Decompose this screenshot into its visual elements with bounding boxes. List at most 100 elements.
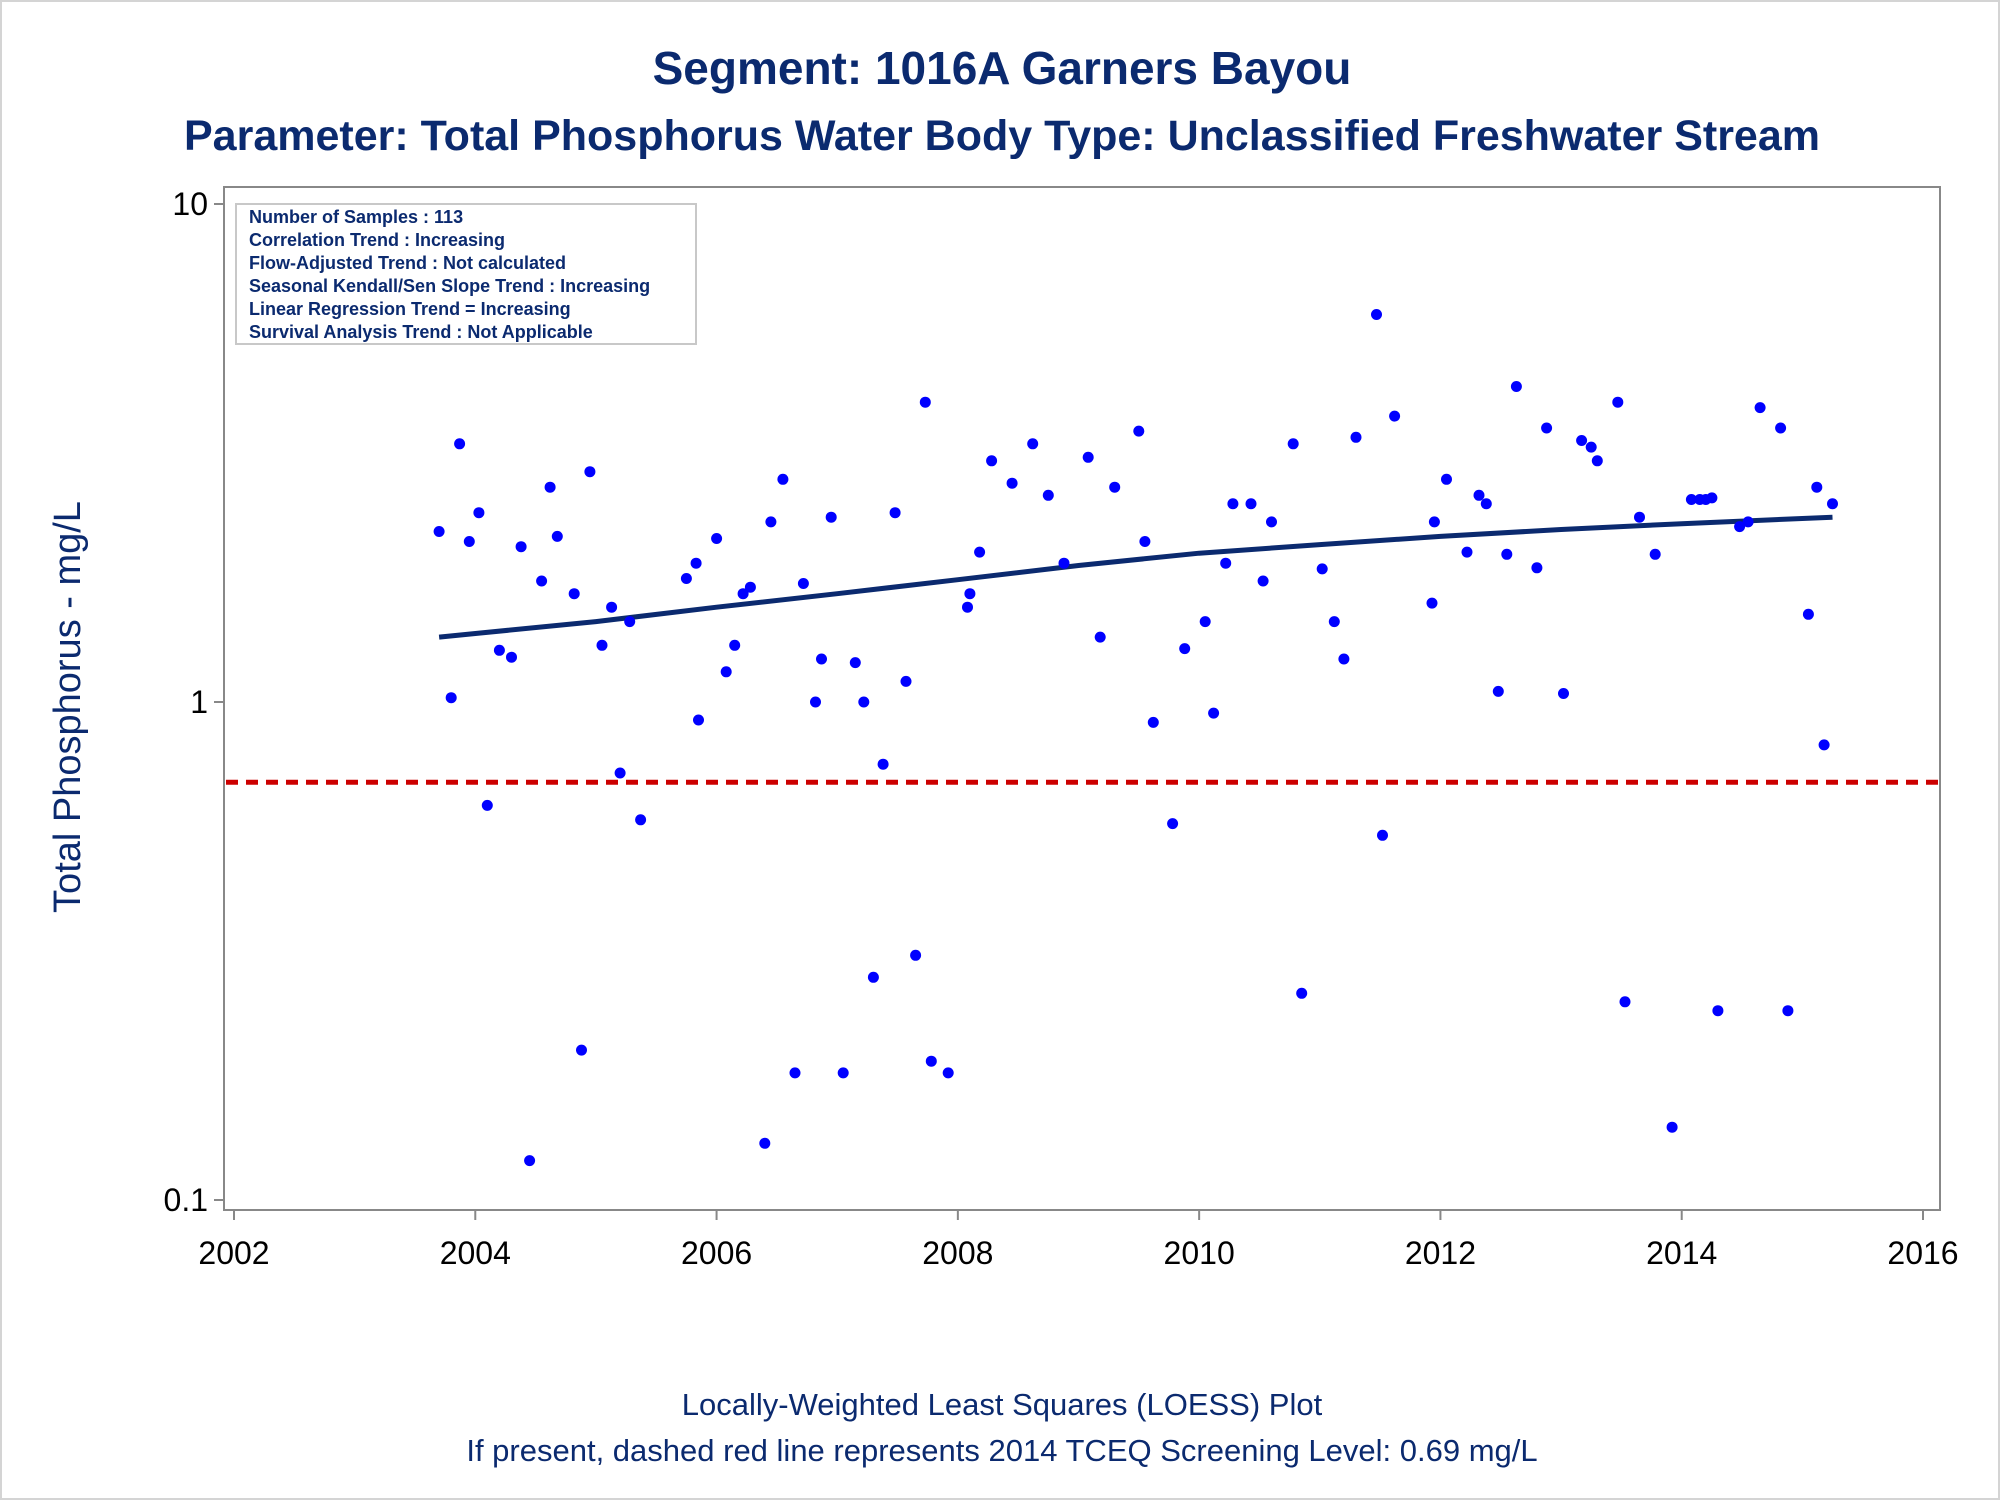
data-point — [493, 644, 505, 656]
x-tick-label: 2008 — [922, 1235, 993, 1271]
data-point — [1802, 608, 1814, 620]
data-point — [867, 971, 879, 983]
data-point — [1257, 575, 1269, 587]
data-point — [536, 575, 548, 587]
data-point — [551, 530, 563, 542]
data-point — [1428, 516, 1440, 528]
data-point — [1811, 481, 1823, 493]
data-point — [693, 714, 704, 726]
data-point — [1649, 548, 1661, 560]
data-point — [1316, 563, 1328, 575]
data-point — [720, 666, 732, 678]
data-point — [900, 675, 912, 687]
chart-title: Segment: 1016A Garners Bayou — [653, 42, 1352, 94]
data-point — [1685, 494, 1697, 505]
data-point — [849, 657, 861, 669]
data-point — [1389, 410, 1401, 422]
data-point — [1338, 653, 1350, 665]
data-point — [1371, 309, 1382, 320]
y-tick-label: 10 — [172, 186, 208, 222]
stats-box: Number of Samples : 113 Correlation Tren… — [235, 203, 697, 345]
data-point — [858, 696, 870, 708]
data-point — [744, 581, 756, 593]
data-point — [737, 588, 749, 600]
data-point — [1109, 481, 1121, 493]
data-point — [1775, 422, 1787, 434]
data-point — [515, 541, 527, 553]
data-point — [765, 516, 777, 528]
data-point — [1706, 492, 1718, 504]
data-point — [810, 696, 821, 708]
y-tick-label: 0.1 — [164, 1182, 208, 1218]
data-point — [1350, 431, 1362, 443]
data-point — [1480, 498, 1492, 510]
data-point — [1220, 557, 1232, 569]
data-point — [606, 601, 618, 613]
data-point — [1266, 516, 1277, 528]
data-point — [1666, 1121, 1678, 1133]
data-point — [1058, 557, 1070, 569]
data-point — [942, 1067, 954, 1079]
data-point — [986, 455, 998, 467]
data-point — [837, 1067, 849, 1079]
x-tick-label: 2004 — [440, 1235, 511, 1271]
x-tick-label: 2016 — [1887, 1235, 1958, 1271]
data-point — [1328, 616, 1340, 628]
data-point — [877, 758, 889, 770]
data-point — [473, 507, 485, 519]
data-point — [1754, 402, 1766, 414]
data-point — [1296, 987, 1308, 999]
data-points — [433, 309, 1838, 1167]
data-point — [759, 1137, 771, 1149]
data-point — [1818, 739, 1830, 751]
data-point — [1612, 396, 1624, 408]
data-point — [729, 639, 741, 651]
data-point — [1576, 435, 1588, 446]
data-point — [433, 526, 445, 537]
stat-linear-regression-trend: Linear Regression Trend = Increasing — [249, 299, 571, 319]
data-point — [1782, 1005, 1794, 1017]
data-point — [1027, 438, 1039, 450]
loess-trend — [438, 514, 1833, 640]
data-point — [635, 814, 647, 826]
data-point — [1742, 516, 1754, 528]
data-point — [1377, 829, 1388, 841]
data-point — [1167, 818, 1179, 830]
data-point — [568, 588, 580, 600]
x-tick-label: 2002 — [198, 1235, 269, 1271]
data-point — [962, 601, 973, 613]
data-point — [690, 557, 702, 569]
data-point — [524, 1155, 536, 1167]
data-point — [1531, 562, 1543, 574]
data-point — [1501, 548, 1513, 560]
data-point — [825, 511, 837, 523]
data-point — [463, 536, 475, 547]
data-point — [576, 1044, 587, 1056]
y-tick-label: 1 — [190, 684, 208, 720]
data-point — [1042, 489, 1054, 501]
x-tick-label: 2014 — [1646, 1235, 1717, 1271]
data-point — [777, 473, 789, 485]
data-point — [1634, 511, 1645, 523]
stat-correlation-trend: Correlation Trend : Increasing — [249, 230, 505, 250]
data-point — [1094, 631, 1106, 643]
stat-seasonal-kendall-trend: Seasonal Kendall/Sen Slope Trend : Incre… — [249, 276, 650, 296]
data-point — [1734, 521, 1746, 533]
data-point — [1441, 473, 1452, 485]
data-point — [974, 546, 986, 558]
data-point — [1461, 546, 1473, 558]
x-tick-label: 2010 — [1164, 1235, 1235, 1271]
data-point — [1426, 597, 1438, 609]
data-point — [1827, 498, 1838, 510]
data-point — [1147, 716, 1159, 728]
data-point — [797, 578, 809, 589]
data-point — [889, 507, 901, 519]
data-point — [816, 653, 827, 665]
plot-area — [223, 186, 1941, 1211]
data-point — [1591, 455, 1603, 467]
data-point — [1199, 616, 1211, 628]
stat-sample-count: Number of Samples : 113 — [249, 207, 463, 227]
data-point — [506, 651, 517, 663]
